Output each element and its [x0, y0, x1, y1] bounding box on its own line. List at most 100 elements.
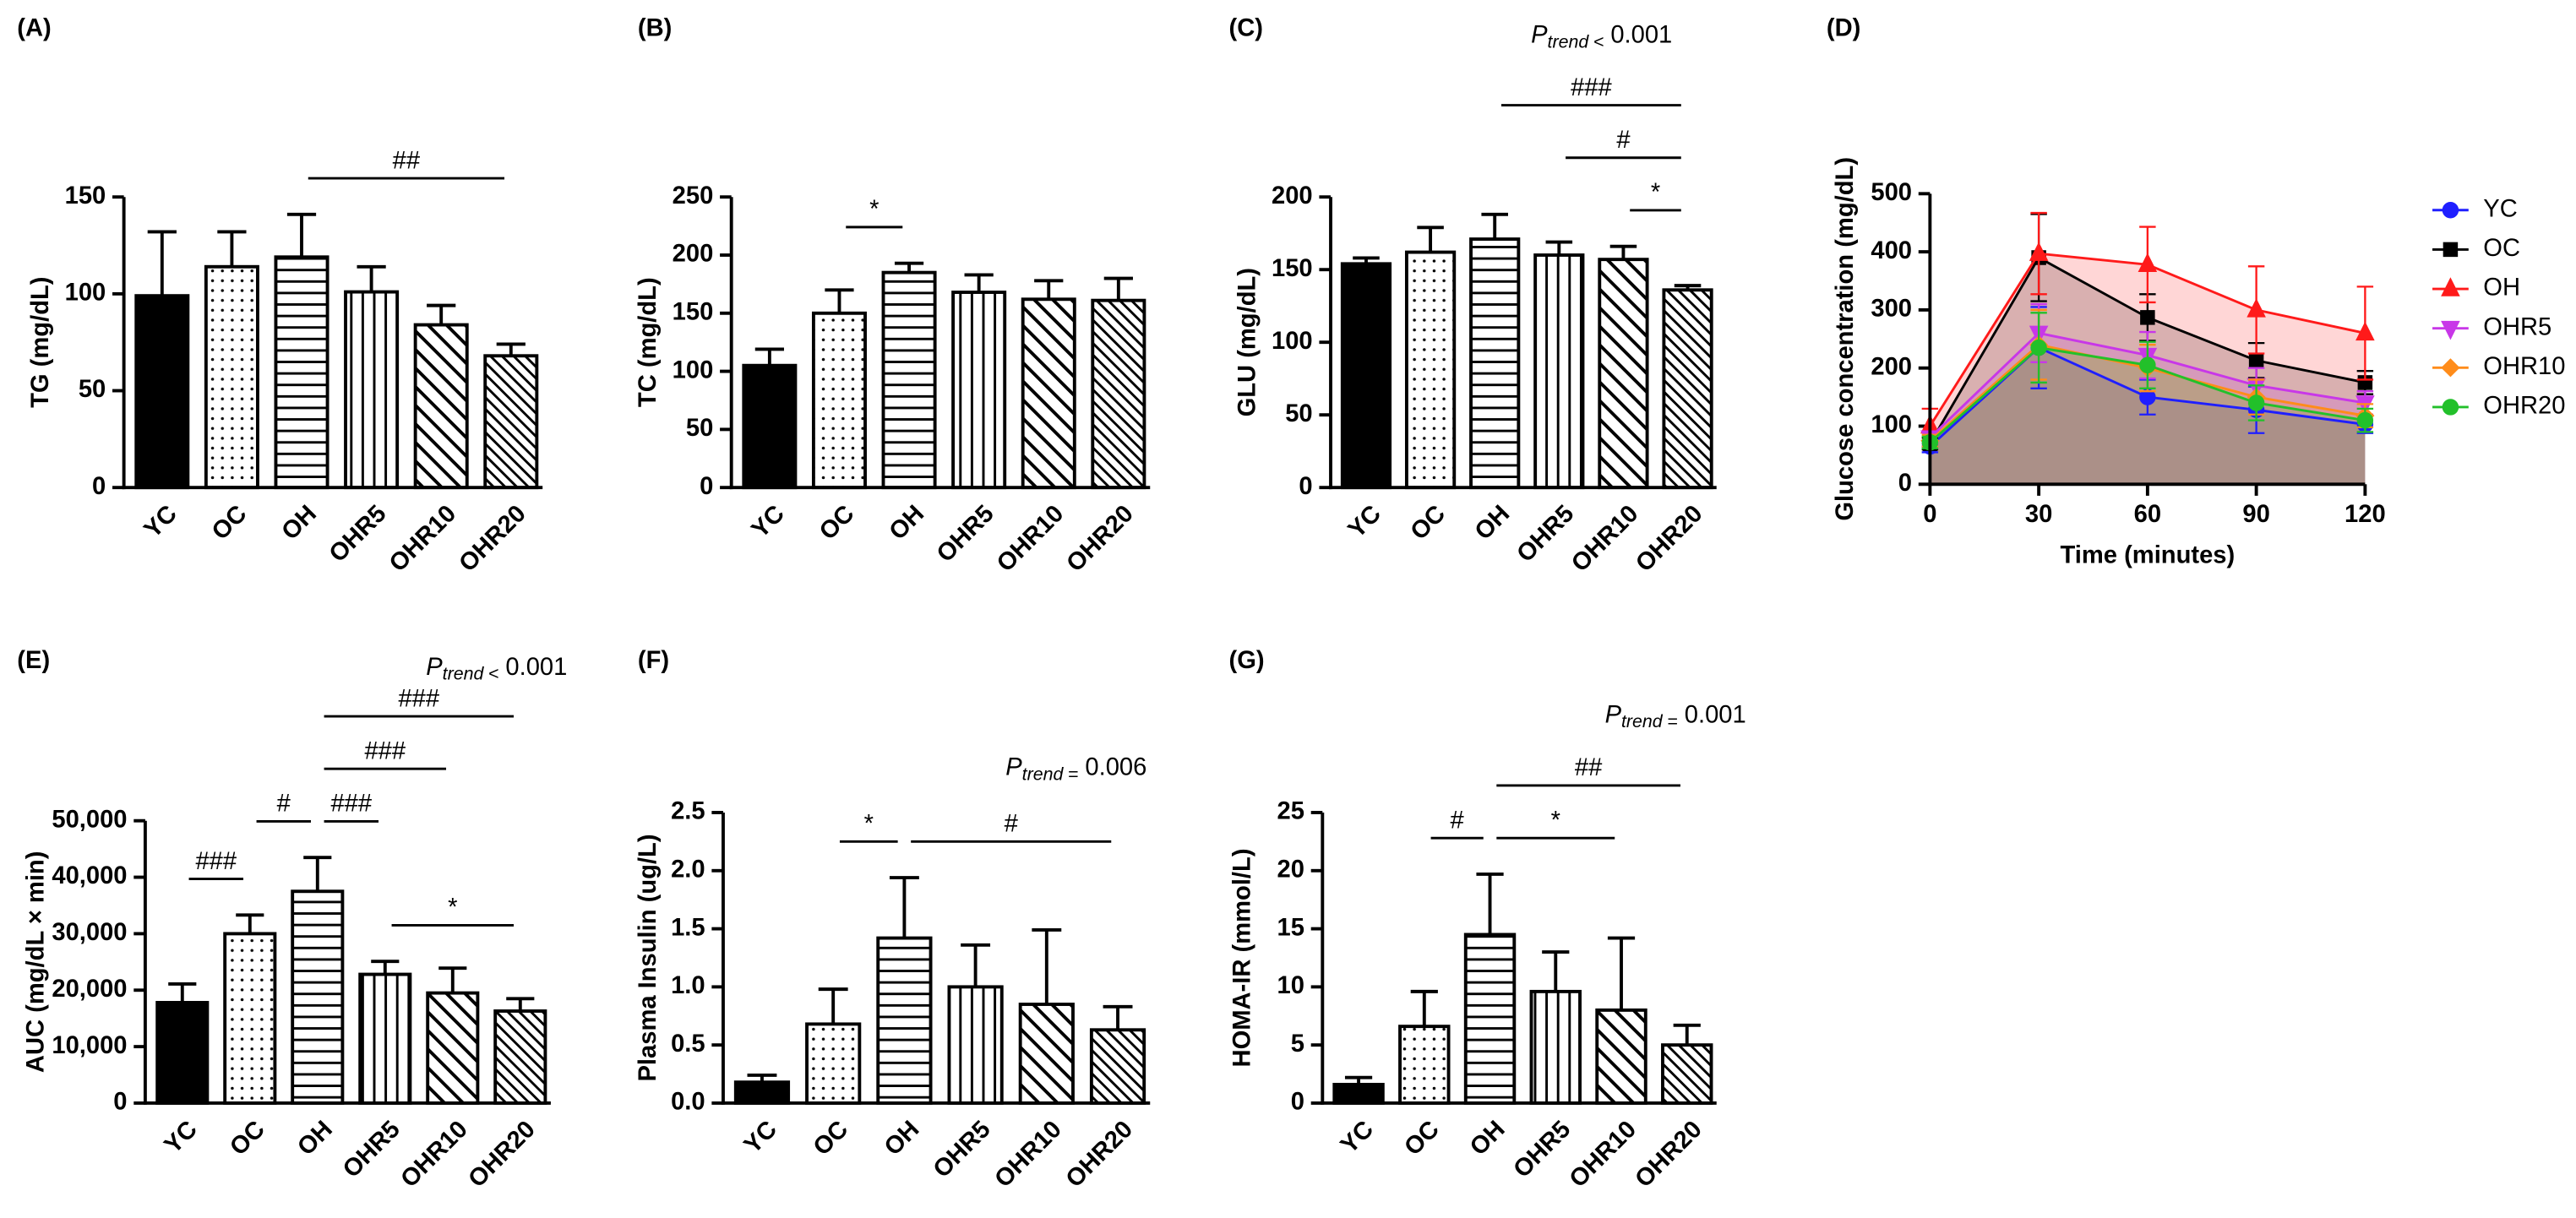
error-bar	[1032, 928, 1062, 1005]
p-symbol: P	[1605, 701, 1622, 728]
x-tick-label: OHR10	[395, 1116, 472, 1193]
y-tick-label: 0.0	[671, 1089, 705, 1116]
error-bar	[371, 960, 400, 975]
x-tick-label: OHR5	[932, 500, 999, 568]
x-tick-label: YC	[1343, 500, 1386, 543]
error-bar	[964, 273, 994, 293]
y-tick-label: 50,000	[52, 806, 127, 833]
x-tick-label: OC	[207, 500, 253, 546]
significance-label: *	[448, 894, 457, 922]
y-tick-label: 20,000	[52, 976, 127, 1003]
bar	[344, 290, 400, 490]
error-bar	[825, 288, 854, 313]
p-value: 0.001	[1685, 701, 1746, 728]
error-bar	[427, 303, 456, 325]
significance-label: *	[1551, 807, 1560, 834]
x-tick-label: OC	[225, 1116, 270, 1161]
bar	[805, 1022, 862, 1105]
x-tick-label: OC	[1406, 500, 1451, 546]
x-tick-label: OHR20	[454, 500, 531, 577]
y-tick-label: 250	[673, 182, 714, 209]
error-bar	[1103, 276, 1133, 301]
bar	[1533, 253, 1585, 490]
x-tick-label: OHR10	[1566, 500, 1643, 577]
p-symbol: P	[1005, 753, 1022, 780]
bar	[274, 255, 329, 490]
significance-label: ###	[195, 848, 237, 875]
y-tick-label: 40,000	[52, 862, 127, 889]
bar	[951, 291, 1007, 490]
p-trend: Ptrend <0.001	[426, 654, 567, 684]
significance-label: ##	[393, 147, 421, 174]
panel-label: (B)	[638, 15, 672, 42]
significance-label: ##	[1575, 754, 1603, 781]
p-subscript: trend	[1548, 31, 1590, 52]
x-tick-label: 0	[1923, 501, 1936, 528]
significance-label: *	[1651, 179, 1660, 206]
y-tick-label: 400	[1871, 237, 1912, 264]
bar	[413, 323, 469, 490]
legend-marker	[2441, 320, 2460, 340]
x-tick-label: YC	[139, 500, 182, 543]
x-tick-label: OH	[292, 1116, 338, 1161]
y-tick-label: 0	[700, 473, 713, 500]
legend-marker	[2441, 277, 2460, 296]
x-tick-label: OHR5	[324, 500, 392, 568]
y-axis-label: TC (mg/dL)	[634, 277, 662, 407]
y-tick-label: 50	[79, 376, 106, 403]
error-bar	[286, 212, 317, 258]
bar	[1662, 288, 1713, 490]
panel-label: (D)	[1827, 15, 1860, 42]
significance-label: ###	[364, 737, 406, 764]
y-tick-label: 150	[1272, 255, 1313, 282]
y-tick-label: 0.5	[671, 1030, 705, 1058]
y-tick-label: 150	[65, 182, 106, 209]
y-tick-label: 300	[1871, 296, 1912, 323]
error-bar	[754, 347, 784, 366]
error-bar	[217, 230, 247, 267]
p-symbol: P	[1531, 21, 1548, 48]
legend-label: OHR10	[2483, 353, 2565, 380]
y-tick-label: 150	[673, 299, 714, 326]
bar	[1529, 989, 1582, 1105]
y-tick-label: 0	[1291, 1089, 1304, 1116]
error-bar	[1481, 212, 1508, 240]
x-tick-label: OC	[814, 500, 860, 546]
significance-label: ###	[330, 791, 372, 818]
y-tick-label: 100	[65, 280, 106, 307]
error-bar	[496, 342, 526, 356]
p-subscript: trend	[443, 663, 485, 683]
y-tick-label: 100	[673, 356, 714, 383]
y-tick-label: 20	[1277, 856, 1304, 883]
y-tick-label: 30,000	[52, 919, 127, 946]
significance-label: #	[277, 791, 291, 818]
marker	[2247, 298, 2266, 318]
y-tick-label: 50	[1285, 400, 1312, 427]
x-tick-label: OHR20	[1631, 500, 1707, 577]
y-tick-label: 100	[1871, 411, 1912, 438]
x-tick-label: OH	[1470, 500, 1516, 546]
error-bar	[1673, 1023, 1701, 1046]
bar	[155, 1001, 210, 1105]
y-tick-label: 0	[1299, 473, 1312, 500]
bar	[1661, 1043, 1713, 1105]
error-bar	[1103, 1004, 1133, 1030]
bar	[876, 936, 933, 1105]
bar	[134, 294, 190, 490]
p-value: 0.001	[1610, 21, 1672, 48]
bar	[733, 1080, 791, 1105]
legend-marker	[2442, 399, 2459, 416]
x-tick-label: 30	[2025, 501, 2052, 528]
legend-label: OC	[2483, 235, 2520, 262]
bar	[1091, 298, 1146, 490]
x-tick-label: YC	[747, 500, 790, 543]
marker	[2139, 356, 2156, 373]
bar	[1595, 1008, 1647, 1105]
bar	[358, 972, 412, 1105]
y-tick-label: 5	[1291, 1030, 1304, 1058]
error-bar	[357, 264, 386, 292]
p-subscript: trend	[1022, 764, 1065, 784]
bar	[493, 1009, 547, 1105]
error-bar	[1609, 244, 1637, 260]
x-tick-label: OHR10	[1565, 1116, 1642, 1193]
